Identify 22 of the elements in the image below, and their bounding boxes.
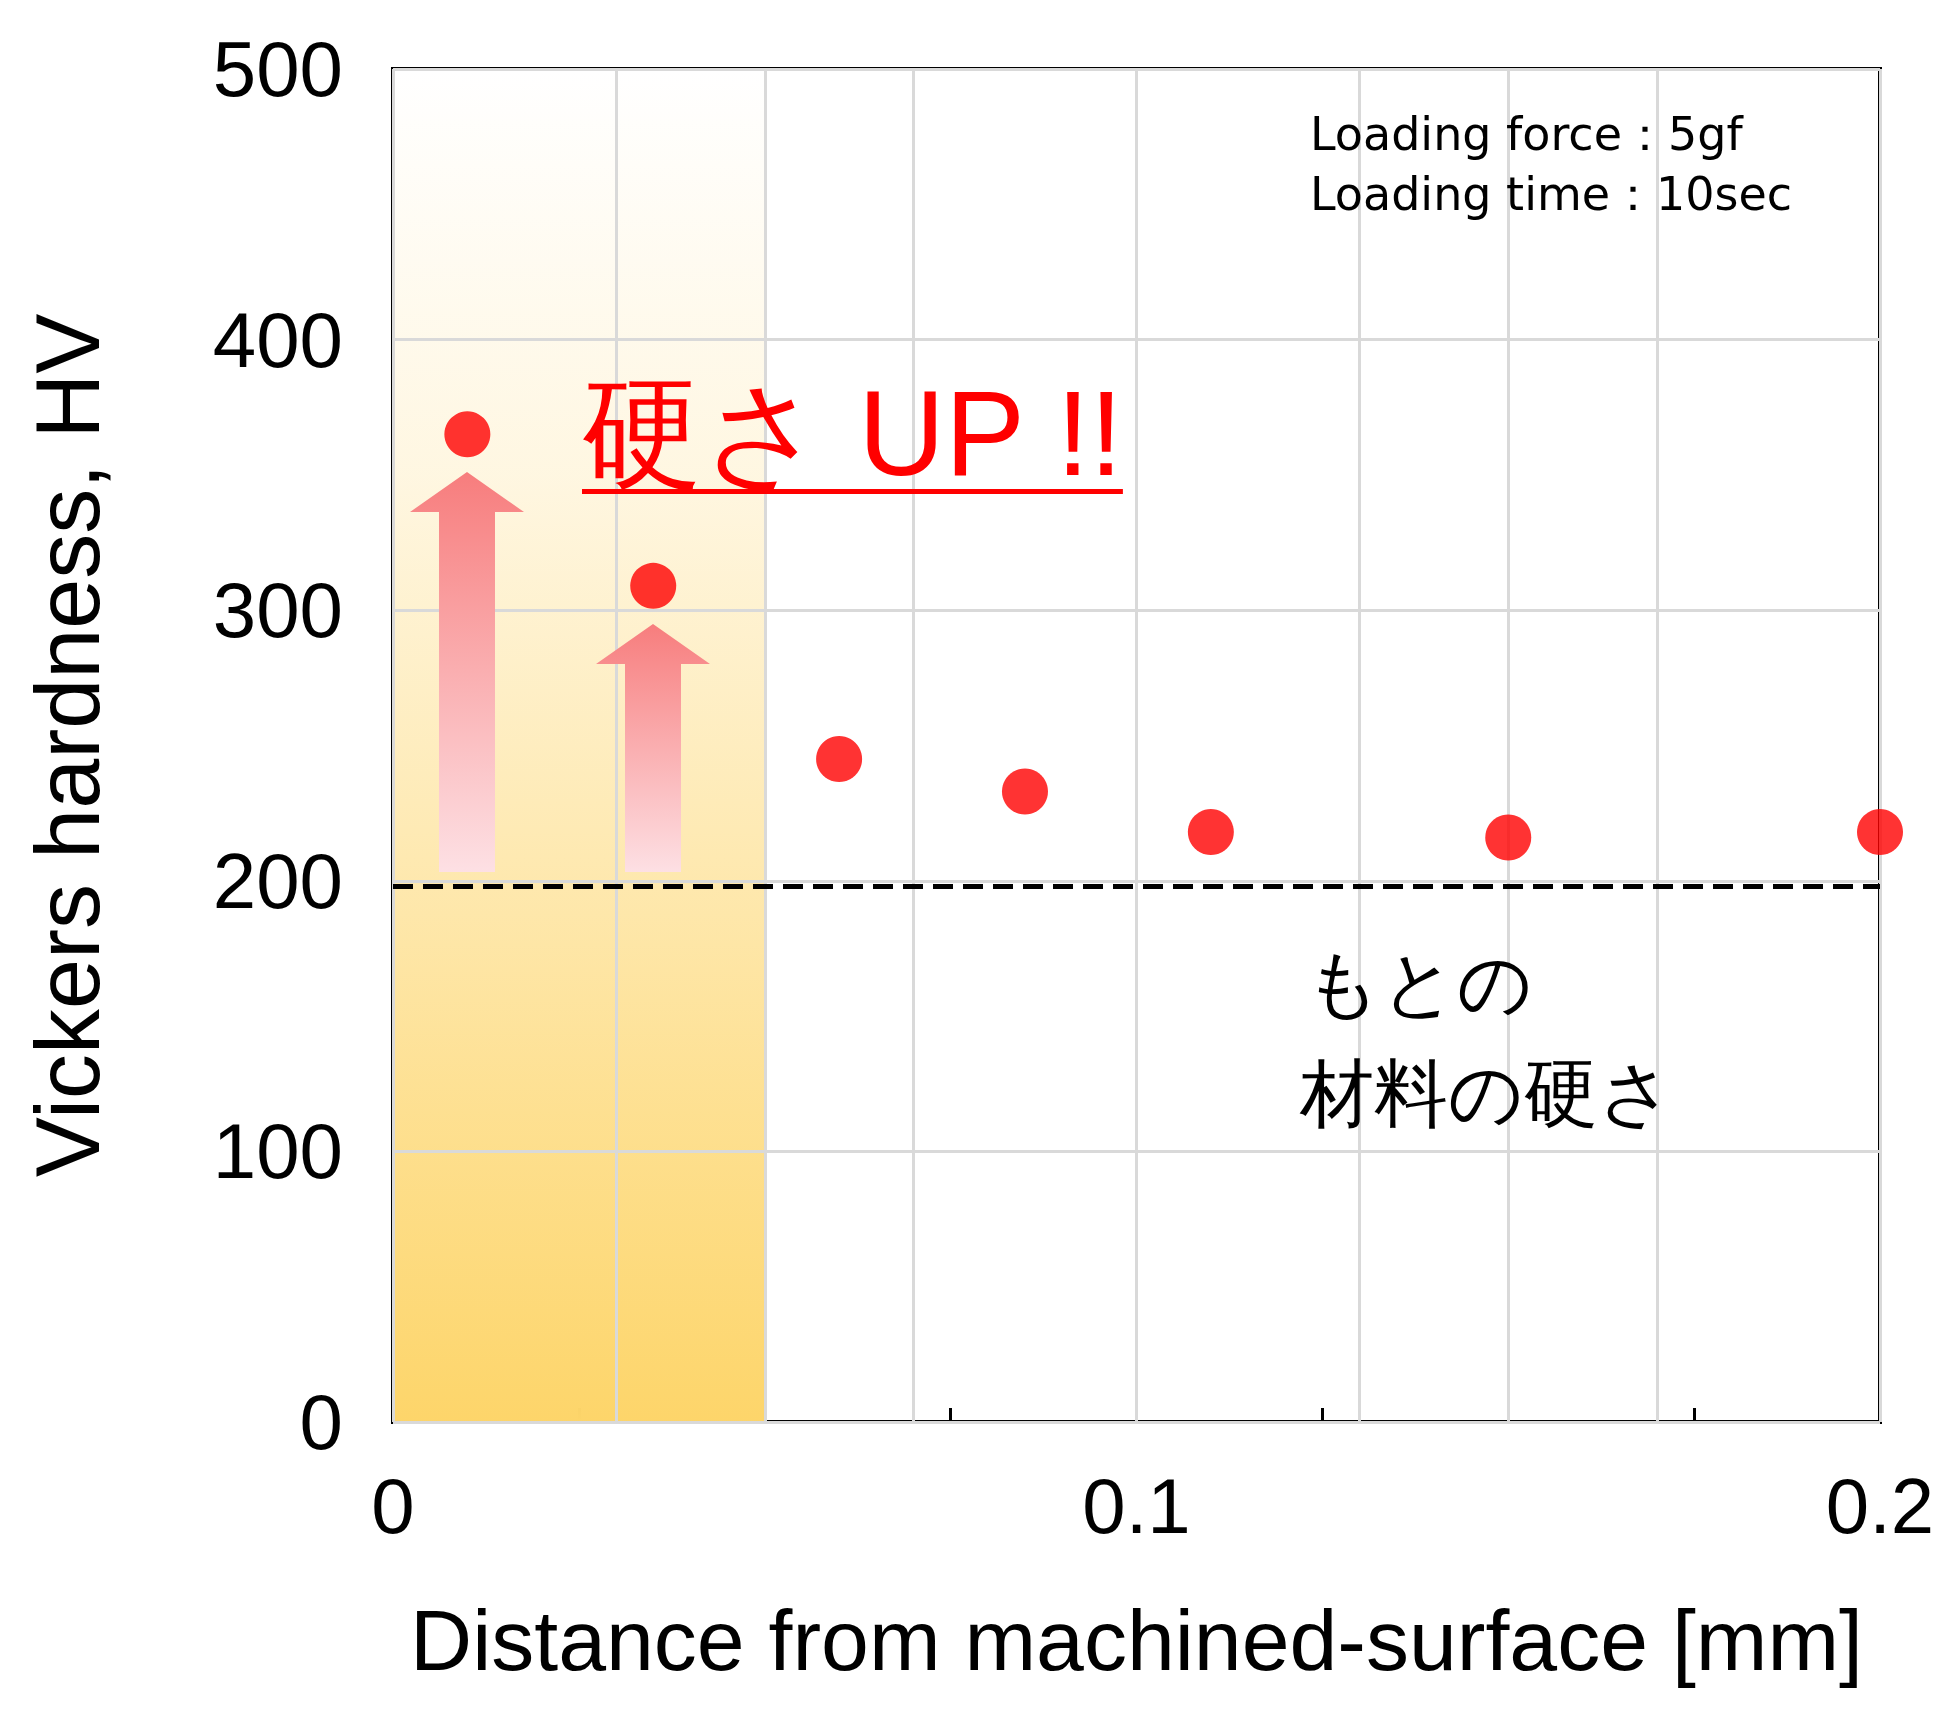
y-tick-label: 500 (212, 25, 343, 113)
annotation: 硬さ UP !! (582, 365, 1123, 502)
point (1485, 814, 1532, 861)
y-tick-label: 0 (299, 1378, 343, 1466)
y-tick-label: 100 (212, 1107, 343, 1196)
x-tick-label: 0.2 (1825, 1462, 1935, 1550)
annotation: Loading force：5gf Loading time：10sec (1310, 106, 1793, 223)
point (816, 736, 863, 783)
y-tick-label: 200 (212, 836, 343, 925)
y-tick-label: 400 (212, 295, 343, 384)
point (630, 562, 677, 609)
x-tick-label: 0 (371, 1462, 415, 1550)
point (1187, 809, 1234, 856)
annotation: 材料の硬さ (1300, 1049, 1674, 1138)
annotation: もとの (1305, 939, 1533, 1028)
x-tick-label: 0.1 (1082, 1462, 1191, 1550)
y-axis-title: Vickers hardness, HV (18, 313, 118, 1178)
point (1857, 809, 1903, 856)
x-axis-title: Distance from machined-surface [mm] (410, 1592, 1863, 1688)
y-tick-label: 300 (212, 566, 343, 655)
point (1002, 768, 1048, 815)
point (444, 411, 491, 458)
